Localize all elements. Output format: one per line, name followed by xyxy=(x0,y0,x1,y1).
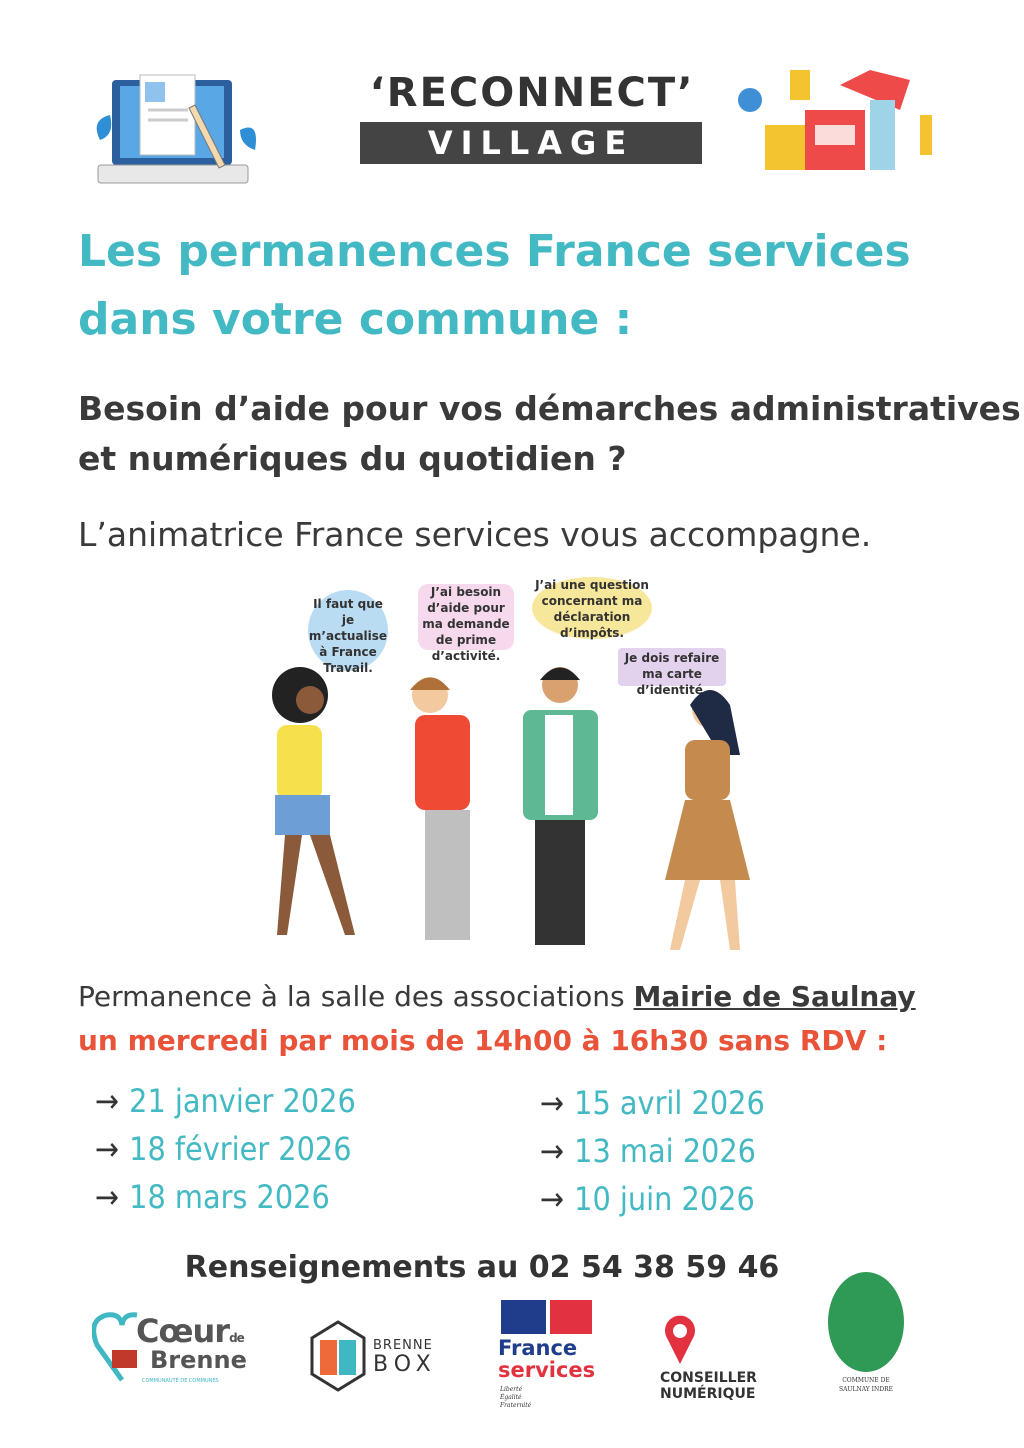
date-text: 18 février 2026 xyxy=(129,1130,352,1168)
logo-text: CONSEILLER xyxy=(660,1370,757,1386)
village-houses-illustration xyxy=(738,70,932,170)
speech-bubble: Il faut que je m’actualise à France Trav… xyxy=(308,590,388,675)
arrow-icon: → xyxy=(95,1178,120,1216)
permanence-schedule: un mercredi par mois de 14h00 à 16h30 sa… xyxy=(78,1024,888,1057)
bubble-text: Je dois refaire ma carte d’identité. xyxy=(624,651,720,697)
subheading-line2: et numériques du quotidien ? xyxy=(78,439,627,478)
flag-red xyxy=(550,1300,592,1334)
location-prefix: Permanence à la salle des associations xyxy=(78,980,634,1013)
logo-text: Liberté Égalité Fraternité xyxy=(500,1386,532,1409)
subheading-line1: Besoin d’aide pour vos démarches adminis… xyxy=(78,389,1021,428)
date-item: → 15 avril 2026 xyxy=(540,1084,765,1122)
saulnay-emblem xyxy=(828,1272,904,1372)
bubble-text: J’ai une question concernant ma déclarat… xyxy=(535,578,649,640)
location-pin-icon xyxy=(665,1315,695,1364)
logo-text: Cœur xyxy=(136,1312,230,1350)
logo-text: NUMÉRIQUE xyxy=(660,1386,756,1402)
heading-line2: dans votre commune : xyxy=(78,294,633,345)
logo-text: BOX xyxy=(373,1352,437,1377)
logo-text: de xyxy=(229,1331,245,1345)
heading-line1: Les permanences France services xyxy=(78,226,911,277)
subheading: Besoin d’aide pour vos démarches adminis… xyxy=(78,384,1021,484)
logo-text: COMMUNAUTÉ DE COMMUNES xyxy=(142,1378,219,1384)
date-text: 21 janvier 2026 xyxy=(129,1082,356,1120)
people-illustration xyxy=(272,667,750,950)
date-item: → 13 mai 2026 xyxy=(540,1132,756,1170)
date-item: → 18 février 2026 xyxy=(95,1130,352,1168)
logo-text: Brenne xyxy=(150,1346,247,1374)
main-heading: Les permanences France services dans vot… xyxy=(78,218,911,354)
title-village: VILLAGE xyxy=(360,122,702,164)
date-item: → 10 juin 2026 xyxy=(540,1180,755,1218)
lead-text: L’animatrice France services vous accomp… xyxy=(78,515,872,554)
brenne-box-logo: BRENNE BOX xyxy=(308,1320,448,1392)
bubble-text: Il faut que je m’actualise à France Trav… xyxy=(308,597,388,675)
date-text: 18 mars 2026 xyxy=(129,1178,330,1216)
date-item: → 21 janvier 2026 xyxy=(95,1082,356,1120)
date-text: 15 avril 2026 xyxy=(574,1084,765,1122)
speech-bubble: J’ai une question concernant ma déclarat… xyxy=(532,577,652,640)
bubble-text: J’ai besoin d’aide pour ma demande de pr… xyxy=(422,585,510,663)
box-icon xyxy=(310,1320,366,1392)
speech-bubble: Je dois refaire ma carte d’identité. xyxy=(618,648,726,697)
logo-text: BRENNE xyxy=(373,1338,433,1353)
arrow-icon: → xyxy=(540,1084,565,1122)
contact-info: Renseignements au 02 54 38 59 46 xyxy=(184,1250,780,1285)
flag-blue xyxy=(501,1300,546,1334)
arrow-icon: → xyxy=(540,1132,565,1170)
arrow-icon: → xyxy=(95,1082,120,1120)
logo-text: COMMUNE DE SAULNAY INDRE xyxy=(838,1377,894,1393)
conseiller-numerique-logo: CONSEILLER NUMÉRIQUE xyxy=(660,1314,780,1404)
title-reconnect: ‘RECONNECT’ xyxy=(369,70,695,116)
logo-text: services xyxy=(498,1358,596,1382)
france-services-logo: France services Liberté Égalité Fraterni… xyxy=(498,1298,598,1413)
logo-text: France xyxy=(498,1336,578,1360)
arrow-icon: → xyxy=(540,1180,565,1218)
date-item: → 18 mars 2026 xyxy=(95,1178,330,1216)
speech-bubble: J’ai besoin d’aide pour ma demande de pr… xyxy=(418,584,514,663)
commune-saulnay-logo: COMMUNE DE SAULNAY INDRE xyxy=(826,1272,906,1412)
date-text: 10 juin 2026 xyxy=(574,1180,755,1218)
permanence-location: Permanence à la salle des associations M… xyxy=(78,980,916,1013)
coeur-de-brenne-logo: Cœurde Brenne COMMUNAUTÉ DE COMMUNES xyxy=(92,1310,247,1390)
heart-icon xyxy=(92,1312,138,1382)
arrow-icon: → xyxy=(95,1130,120,1168)
date-text: 13 mai 2026 xyxy=(574,1132,756,1170)
laptop-illustration xyxy=(96,74,257,184)
location-place: Mairie de Saulnay xyxy=(633,980,916,1013)
